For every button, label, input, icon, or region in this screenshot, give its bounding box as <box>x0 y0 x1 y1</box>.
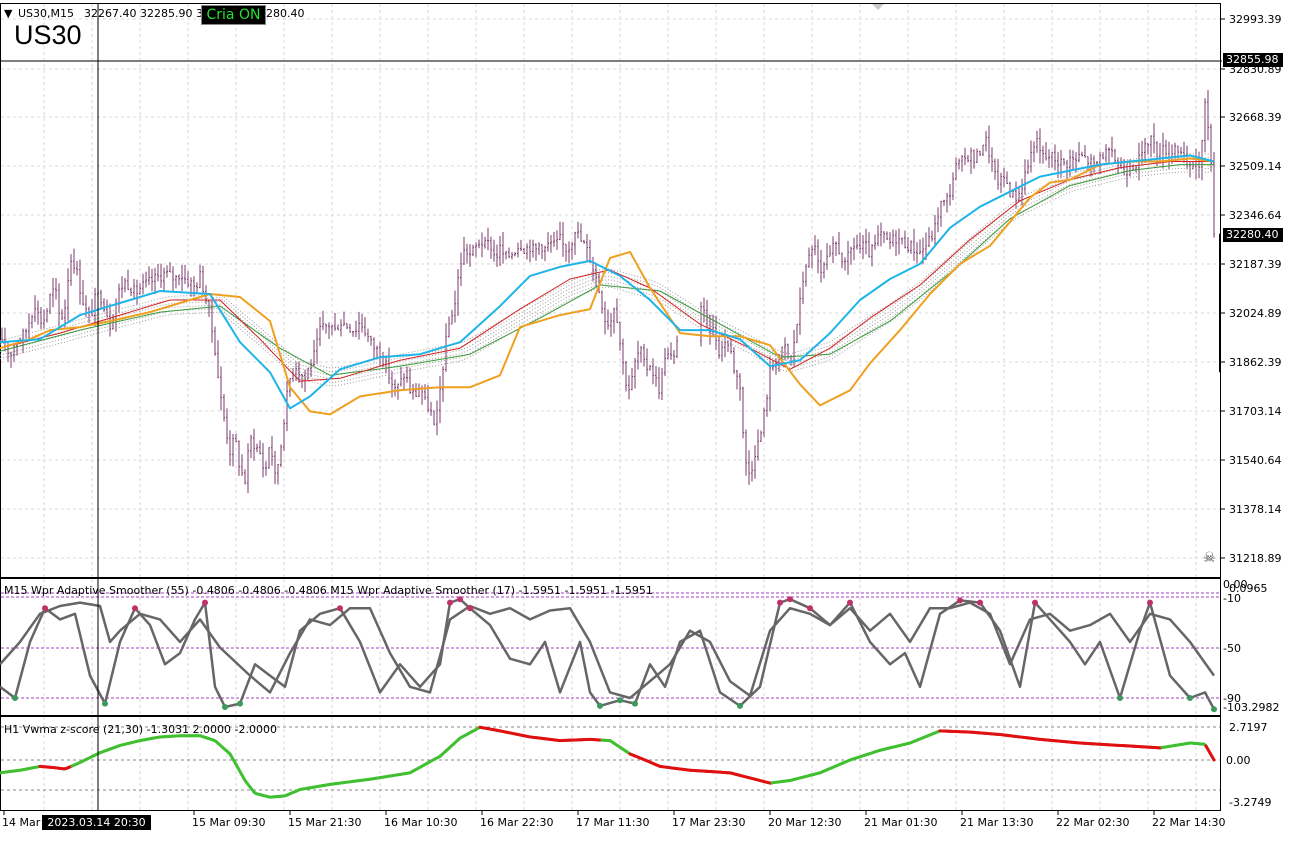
time-tick-label: 17 Mar 23:30 <box>672 816 745 829</box>
price-tick-label: 31540.64 <box>1229 454 1282 467</box>
price-tick-label: 31218.89 <box>1229 552 1282 565</box>
wpr-overbought-marker <box>467 605 473 611</box>
time-tick-label: 14 Mar <box>2 816 41 829</box>
wpr-overbought-marker <box>957 597 963 603</box>
wpr-overbought-marker <box>977 600 983 606</box>
ohlc-values: 32267.40 32285.90 3 <box>84 7 203 20</box>
symbol-timeframe: US30,M15 <box>18 7 74 20</box>
wpr-oversold-marker <box>1187 695 1193 701</box>
wpr-oversold-marker <box>617 697 623 703</box>
wpr-overbought-marker <box>847 600 853 606</box>
wpr-tick-label: -10 <box>1223 592 1241 605</box>
crosshair-time-label: 2023.03.14 20:30 <box>42 815 151 830</box>
price-tick-label: 32187.39 <box>1229 258 1282 271</box>
zscore-tick-label: -3.2749 <box>1229 796 1271 809</box>
zscore-panel-title: H1 Vwma z-score (21,30) -1.3031 2.0000 -… <box>4 723 277 736</box>
wpr-oversold-marker <box>1211 706 1217 712</box>
time-tick-label: 22 Mar 02:30 <box>1056 816 1129 829</box>
time-tick-label: 21 Mar 01:30 <box>864 816 937 829</box>
wpr-tick-label: -103.2982 <box>1223 701 1279 714</box>
crosshair-price-label: 32855.98 <box>1223 53 1283 67</box>
time-tick-label: 16 Mar 22:30 <box>480 816 553 829</box>
cria-on-badge[interactable]: Cria ON <box>201 5 266 25</box>
price-tick-label: 32024.89 <box>1229 307 1282 320</box>
wpr-oversold-marker <box>597 703 603 709</box>
wpr-overbought-marker <box>457 596 463 602</box>
price-tick-label: 32509.14 <box>1229 160 1282 173</box>
time-tick-label: 15 Mar 21:30 <box>288 816 361 829</box>
price-tick-label: 31703.14 <box>1229 405 1282 418</box>
price-tick-label: 31862.39 <box>1229 356 1282 369</box>
symbol-title: US30 <box>14 20 82 51</box>
wpr-overbought-marker <box>202 600 208 606</box>
wpr-oversold-marker <box>12 695 18 701</box>
wpr-oversold-marker <box>632 701 638 707</box>
zscore-tick-label: 0.00 <box>1226 754 1251 767</box>
ohlc-values-tail: 280.40 <box>266 7 305 20</box>
time-tick-label: 21 Mar 13:30 <box>960 816 1033 829</box>
wpr-oversold-marker <box>222 704 228 710</box>
wpr-overbought-marker <box>42 605 48 611</box>
wpr-overbought-marker <box>777 600 783 606</box>
price-tick-label: 31378.14 <box>1229 503 1282 516</box>
wpr-top-stub: 0.00 <box>1223 578 1248 591</box>
wpr-overbought-marker <box>337 605 343 611</box>
time-tick-label: 22 Mar 14:30 <box>1152 816 1225 829</box>
wpr-overbought-marker <box>447 600 453 606</box>
price-tick-label: 32993.39 <box>1229 13 1282 26</box>
wpr-oversold-marker <box>1117 695 1123 701</box>
price-tick-label: 32668.39 <box>1229 111 1282 124</box>
zscore-tick-label: 2.7197 <box>1229 721 1268 734</box>
wpr-overbought-marker <box>787 596 793 602</box>
wpr-panel-title: M15 Wpr Adaptive Smoother (55) -0.4806 -… <box>4 584 653 597</box>
price-tick-label: 32346.64 <box>1229 209 1282 222</box>
wpr-overbought-marker <box>1147 600 1153 606</box>
skull-icon: ☠ <box>1203 550 1216 566</box>
wpr-oversold-marker <box>102 701 108 707</box>
dropdown-icon[interactable]: ▼ <box>4 7 12 20</box>
wpr-overbought-marker <box>1032 600 1038 606</box>
time-tick-label: 17 Mar 11:30 <box>576 816 649 829</box>
zscore-segment <box>1212 756 1214 760</box>
wpr-oversold-marker <box>237 701 243 707</box>
time-tick-label: 16 Mar 10:30 <box>384 816 457 829</box>
last-price-label: 32280.40 <box>1223 228 1283 242</box>
time-tick-label: 20 Mar 12:30 <box>768 816 841 829</box>
wpr-overbought-marker <box>132 605 138 611</box>
wpr-tick-label: -50 <box>1223 642 1241 655</box>
wpr-overbought-marker <box>807 605 813 611</box>
time-tick-label: 15 Mar 09:30 <box>192 816 265 829</box>
wpr-oversold-marker <box>737 703 743 709</box>
